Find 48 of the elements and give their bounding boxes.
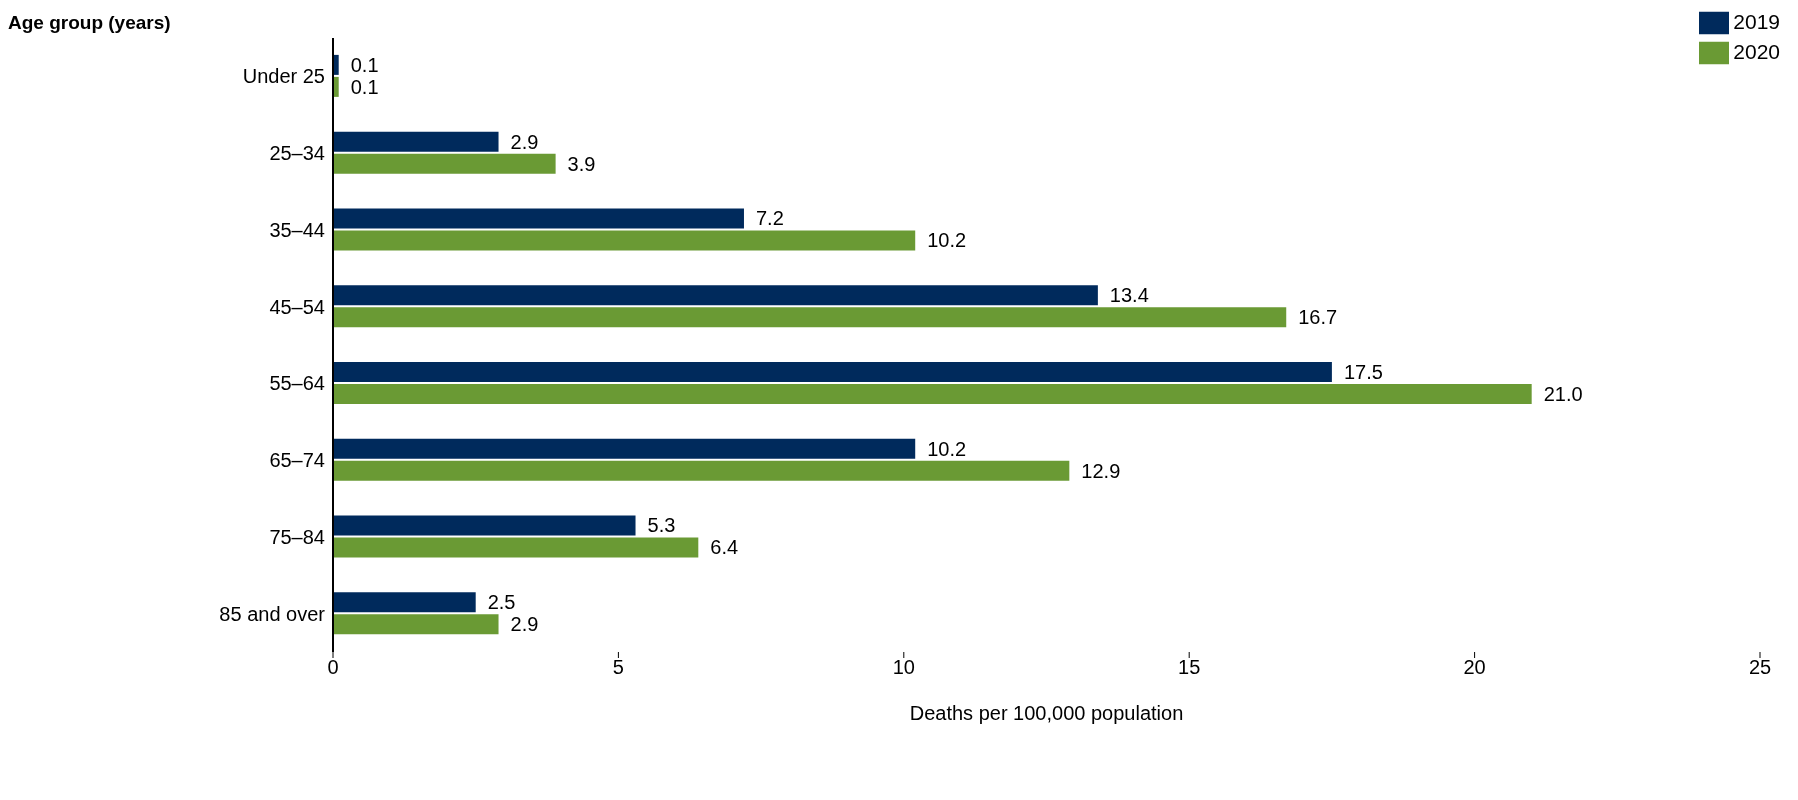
bar — [333, 383, 1532, 404]
x-tick-label: 25 — [1748, 656, 1772, 679]
x-tick-label: 15 — [1178, 656, 1201, 679]
bar — [333, 361, 1332, 382]
y-tick-label: 35–44 — [269, 218, 325, 241]
data-label: 2.9 — [510, 613, 539, 636]
legend-label: 2020 — [1733, 39, 1780, 63]
y-tick-label: 85 and over — [219, 602, 326, 625]
data-label: 21.0 — [1543, 382, 1583, 405]
data-label: 12.9 — [1081, 459, 1121, 482]
data-label: 0.1 — [350, 53, 379, 76]
y-tick-label: Under 25 — [242, 65, 325, 88]
data-label: 0.1 — [350, 75, 379, 98]
bar — [333, 438, 916, 459]
x-axis-title: Deaths per 100,000 population — [909, 702, 1184, 724]
bar — [333, 153, 556, 174]
bar — [333, 307, 1287, 328]
x-tick-label: 20 — [1463, 656, 1486, 679]
bar — [333, 208, 744, 229]
y-tick-label: 55–64 — [269, 372, 325, 395]
data-label: 3.9 — [567, 152, 596, 175]
y-axis-title: Age group (years) — [8, 12, 171, 34]
y-tick-label: 65–74 — [269, 449, 325, 472]
data-label: 13.4 — [1109, 284, 1149, 307]
legend-label: 2019 — [1733, 9, 1780, 33]
data-label: 16.7 — [1298, 306, 1338, 329]
y-tick-label: 75–84 — [269, 525, 325, 548]
bar — [333, 285, 1098, 306]
y-tick-label: 45–54 — [269, 295, 325, 318]
data-label: 7.2 — [755, 207, 784, 230]
data-label: 2.5 — [487, 591, 516, 614]
y-tick-label: 25–34 — [269, 142, 325, 165]
bar — [333, 614, 499, 635]
data-label: 10.2 — [927, 437, 967, 460]
bar — [333, 537, 699, 558]
data-label: 5.3 — [647, 514, 676, 537]
x-tick-label: 0 — [327, 656, 339, 679]
x-tick-label: 10 — [892, 656, 915, 679]
bar — [333, 515, 636, 536]
data-label: 6.4 — [710, 536, 739, 559]
x-tick-label: 5 — [612, 656, 624, 679]
data-label: 2.9 — [510, 130, 539, 153]
bar — [333, 460, 1070, 481]
bar — [333, 131, 499, 152]
bar — [333, 230, 916, 251]
bar — [333, 592, 476, 613]
data-label: 10.2 — [927, 229, 967, 252]
data-label: 17.5 — [1343, 360, 1383, 383]
